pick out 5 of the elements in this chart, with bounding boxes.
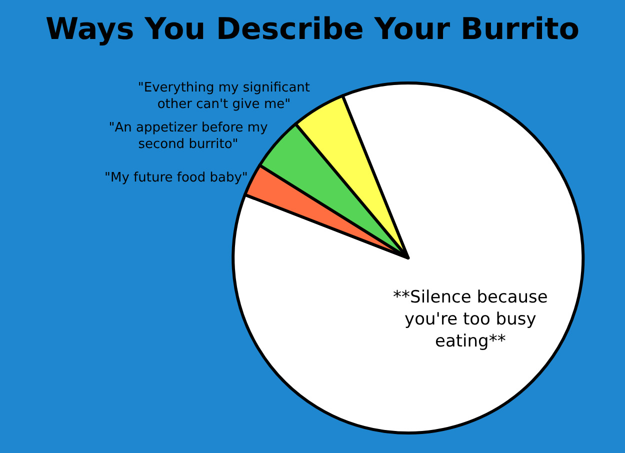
slice-label: "My future food baby" (104, 170, 248, 186)
slice-label: "An appetizer before my second burrito" (108, 120, 268, 152)
category-label: **Silence because you're too busy eating** (393, 287, 548, 352)
slice-label: "Everything my significant other can't give me" (138, 80, 310, 112)
chart-title: Ways You Describe Your Burrito (45, 12, 580, 48)
